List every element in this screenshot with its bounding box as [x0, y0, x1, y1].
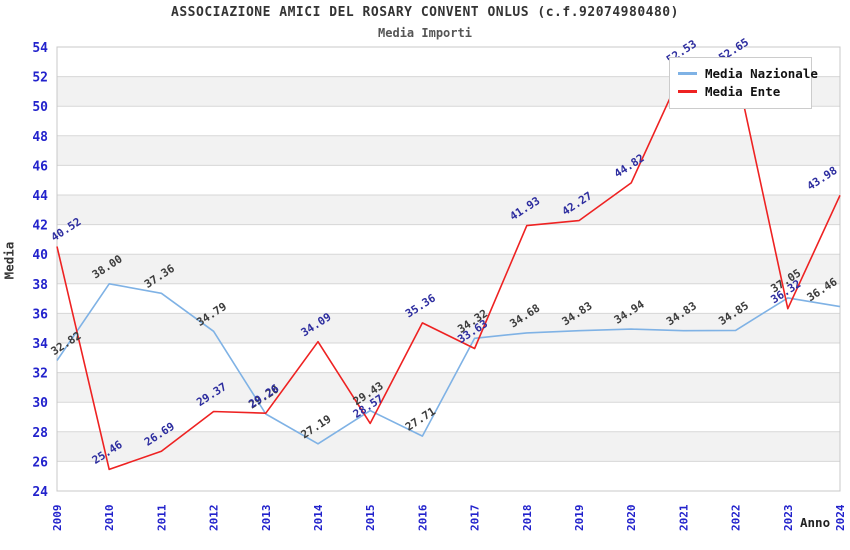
plot-band	[57, 313, 840, 343]
y-tick-label: 30	[32, 396, 48, 411]
x-tick-label: 2009	[51, 505, 64, 532]
y-tick-label: 38	[32, 278, 48, 293]
plot-band	[57, 195, 840, 225]
legend-item-ente: Media Ente	[678, 84, 803, 99]
y-tick-label: 24	[32, 485, 48, 500]
y-tick-label: 48	[32, 130, 48, 145]
y-tick-label: 46	[32, 159, 48, 174]
x-tick-label: 2017	[469, 505, 482, 532]
y-tick-label: 42	[32, 219, 48, 234]
x-tick-label: 2011	[155, 504, 168, 531]
x-tick-label: 2015	[364, 505, 377, 532]
y-tick-label: 54	[32, 41, 48, 56]
x-tick-label: 2018	[521, 505, 534, 532]
y-tick-label: 50	[32, 100, 48, 115]
x-tick-label: 2021	[677, 504, 690, 531]
ente-line-swatch	[678, 90, 697, 93]
y-tick-label: 26	[32, 455, 48, 470]
x-tick-label: 2024	[834, 504, 847, 531]
y-tick-label: 32	[32, 367, 48, 382]
series-line-0	[56, 282, 841, 445]
legend-label-ente: Media Ente	[705, 84, 781, 99]
x-axis-title: Anno	[800, 515, 831, 530]
x-tick-label: 2014	[312, 504, 325, 531]
plot-band	[57, 402, 840, 432]
y-tick-label: 36	[32, 307, 48, 322]
x-tick-label: 2019	[573, 505, 586, 532]
x-tick-label: 2013	[260, 505, 273, 532]
plot-band	[57, 283, 840, 314]
y-tick-label: 28	[32, 426, 48, 441]
legend-item-nazionale: Media Nazionale	[678, 66, 818, 81]
y-tick-label: 40	[32, 248, 48, 263]
legend: Media Nazionale Media Ente	[669, 57, 818, 109]
plot-band	[57, 461, 840, 491]
x-tick-label: 2012	[208, 505, 221, 532]
chart-title: ASSOCIAZIONE AMICI DEL ROSARY CONVENT ON…	[171, 5, 679, 20]
y-axis-title: Media	[1, 241, 17, 280]
plot-band	[57, 224, 840, 255]
chart-subtitle: Media Importi	[378, 26, 472, 40]
y-tick-label: 44	[32, 189, 48, 204]
plot-band	[57, 343, 840, 373]
plot-border	[56, 46, 841, 492]
y-tick-label: 52	[32, 71, 48, 86]
x-tick-label: 2010	[103, 505, 116, 532]
y-tick-label: 34	[32, 337, 48, 352]
nazionale-line-swatch	[678, 72, 697, 75]
x-tick-label: 2020	[625, 505, 638, 532]
legend-label-nazionale: Media Nazionale	[705, 66, 818, 81]
plot-band	[57, 106, 840, 136]
plot-band	[57, 431, 840, 462]
x-tick-label: 2022	[730, 505, 743, 532]
x-tick-label: 2016	[416, 504, 429, 531]
plot-band	[57, 135, 840, 166]
plot-band	[57, 165, 840, 195]
x-tick-label: 2023	[782, 505, 795, 532]
plot-band	[57, 254, 840, 284]
